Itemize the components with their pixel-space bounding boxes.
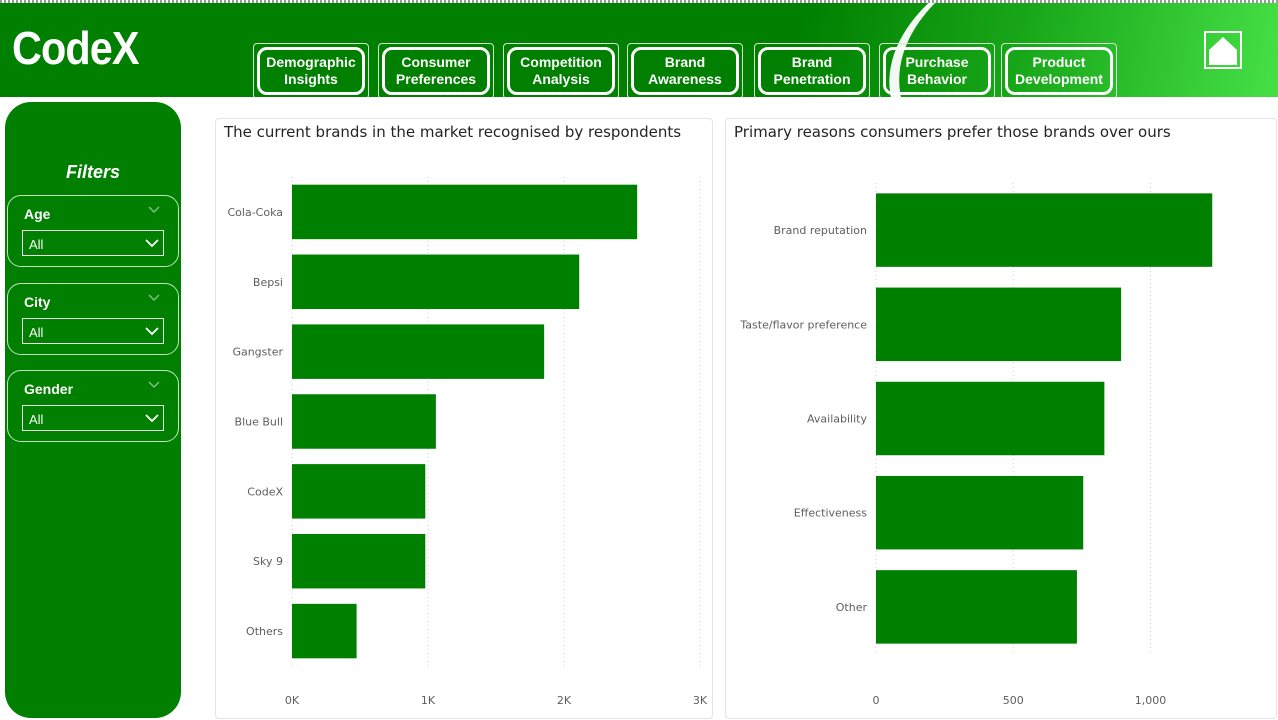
x-tick-label: 1,000	[1135, 694, 1167, 707]
category-label: Others	[246, 625, 283, 638]
city-dropdown[interactable]: All	[22, 318, 164, 344]
filter-label: Age	[24, 206, 51, 222]
bar	[292, 603, 357, 659]
bar	[292, 184, 638, 240]
category-label: Other	[836, 601, 868, 614]
bar	[876, 381, 1105, 456]
filter-label: City	[24, 294, 51, 310]
filter-age: Age All	[7, 195, 179, 267]
top-border	[0, 0, 1278, 3]
bar	[292, 533, 426, 589]
nav-label: Brand Penetration	[758, 47, 866, 95]
chart-title: The current brands in the market recogni…	[224, 123, 682, 141]
collapse-chevron-icon[interactable]	[148, 381, 160, 389]
nav-brand-penetration[interactable]: Brand Penetration	[754, 43, 870, 97]
category-label: Brand reputation	[774, 224, 867, 237]
filter-gender: Gender All	[7, 370, 179, 442]
category-label: Blue Bull	[235, 416, 283, 429]
home-button[interactable]	[1204, 31, 1242, 69]
x-tick-label: 1K	[421, 694, 436, 707]
collapse-chevron-icon[interactable]	[148, 206, 160, 214]
header-banner: CodeX Demographic Insights Consumer Pref…	[0, 3, 1278, 97]
nav-label: Competition Analysis	[507, 47, 615, 95]
nav-demographic-insights[interactable]: Demographic Insights	[253, 43, 369, 97]
nav-competition-analysis[interactable]: Competition Analysis	[503, 43, 619, 97]
x-tick-label: 0	[873, 694, 880, 707]
category-label: Bepsi	[253, 276, 283, 289]
app-logo: CodeX	[12, 22, 140, 74]
filters-title: Filters	[65, 162, 121, 182]
x-tick-label: 3K	[693, 694, 708, 707]
x-tick-label: 500	[1003, 694, 1024, 707]
category-label: CodeX	[247, 485, 283, 498]
dropdown-value: All	[29, 412, 44, 427]
collapse-chevron-icon[interactable]	[148, 294, 160, 302]
chevron-down-icon	[145, 239, 159, 248]
chevron-down-icon	[145, 414, 159, 423]
bar	[876, 570, 1077, 644]
dropdown-value: All	[29, 237, 44, 252]
dropdown-value: All	[29, 325, 44, 340]
nav-purchase-behavior[interactable]: Purchase Behavior	[879, 43, 995, 97]
category-label: Taste/flavor preference	[739, 318, 867, 331]
brands-recognised-chart: The current brands in the market recogni…	[215, 118, 713, 719]
bar	[292, 464, 426, 519]
nav-label: Product Development	[1005, 47, 1113, 95]
bar	[292, 254, 580, 310]
category-label: Gangster	[232, 346, 283, 359]
bar	[292, 324, 545, 379]
home-icon	[1209, 37, 1237, 65]
filter-label: Gender	[24, 381, 74, 397]
nav-label: Consumer Preferences	[382, 47, 490, 95]
nav-consumer-preferences[interactable]: Consumer Preferences	[378, 43, 494, 97]
nav-label: Brand Awareness	[631, 47, 739, 95]
category-label: Effectiveness	[794, 507, 867, 520]
bar	[876, 475, 1084, 550]
preference-reasons-chart: Primary reasons consumers prefer those b…	[725, 118, 1277, 719]
chevron-down-icon	[145, 327, 159, 336]
category-label: Availability	[807, 413, 867, 426]
x-tick-label: 2K	[557, 694, 572, 707]
gender-dropdown[interactable]: All	[22, 405, 164, 431]
brands-chart-svg: 0K 1K 2K 3K Cola-Coka Bepsi Gangster Blue Bull C…	[227, 177, 708, 707]
reasons-chart-svg: 0 500 1,000 Brand reputation Taste/flavor pr…	[739, 183, 1213, 707]
nav-label: Purchase Behavior	[883, 47, 991, 95]
nav-brand-awareness[interactable]: Brand Awareness	[627, 43, 743, 97]
bar	[292, 394, 436, 449]
bar	[876, 287, 1122, 362]
category-label: Cola-Coka	[227, 206, 283, 219]
age-dropdown[interactable]: All	[22, 230, 164, 256]
chart-title: Primary reasons consumers prefer those b…	[734, 123, 1171, 141]
filters-sidebar: Filters Age All City All Gender All	[5, 102, 181, 718]
nav-product-development[interactable]: Product Development	[1001, 43, 1117, 97]
nav-label: Demographic Insights	[257, 47, 365, 95]
filter-city: City All	[7, 283, 179, 355]
x-tick-label: 0K	[285, 694, 300, 707]
bar	[876, 193, 1213, 267]
category-label: Sky 9	[253, 555, 283, 568]
